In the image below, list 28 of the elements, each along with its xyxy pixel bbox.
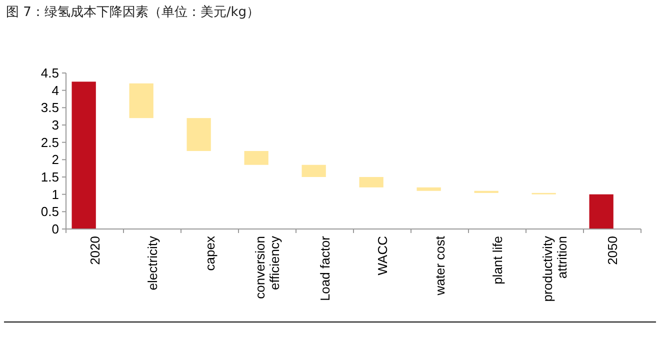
- x-tick-label: plant life: [490, 236, 505, 284]
- y-tick-label: 4: [52, 82, 59, 98]
- x-tick-label: capex: [202, 236, 218, 271]
- y-tick-label: 2: [52, 152, 59, 168]
- bar: [416, 187, 441, 191]
- x-tick-label: productivity attrition: [540, 236, 570, 302]
- bar: [72, 82, 96, 229]
- x-tick-label: water cost: [432, 236, 448, 296]
- chart-title: 图 7：绿氢成本下降因素（单位：美元/kg）: [6, 4, 260, 20]
- bar: [302, 164, 326, 177]
- y-tick-label: 1.5: [40, 170, 59, 184]
- y-tick-label: 0.5: [40, 204, 59, 220]
- y-tick-label: 3.5: [40, 100, 59, 116]
- bar: [129, 83, 154, 118]
- x-tick-label: Load factor: [317, 235, 332, 302]
- x-tick-label: 2020: [87, 236, 102, 265]
- x-tick-label: WACC: [374, 236, 390, 276]
- y-tick-label: 2.5: [40, 134, 59, 150]
- y-tick-label: 4.5: [40, 66, 59, 80]
- bar: [589, 194, 614, 229]
- bar: [186, 118, 211, 151]
- x-tick-label: electricity: [144, 236, 160, 290]
- x-tick-label: 2050: [604, 236, 620, 265]
- y-tick-label: 0: [52, 222, 59, 236]
- bar: [359, 177, 384, 188]
- y-tick-label: 3: [52, 118, 59, 132]
- y-tick-label: 1: [52, 186, 59, 202]
- bar: [244, 151, 268, 165]
